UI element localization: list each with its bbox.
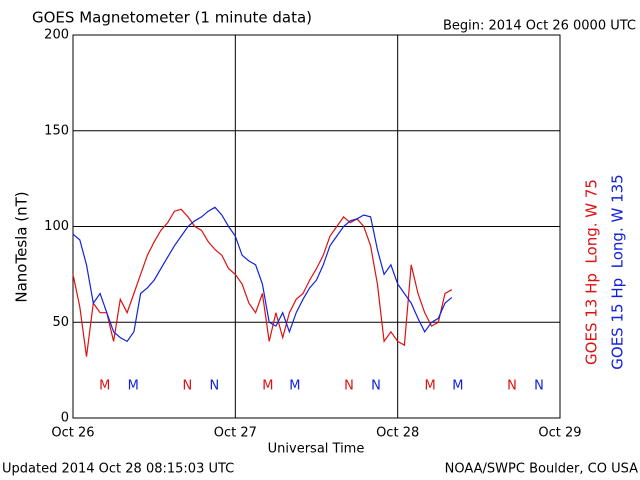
y-tick-label: 100	[44, 219, 69, 234]
annotation: M	[99, 379, 110, 394]
y-tick-label: 150	[44, 123, 69, 138]
series-line	[72, 208, 453, 357]
chart-subtitle: Begin: 2014 Oct 26 0000 UTC	[443, 19, 636, 34]
annotation: M	[262, 379, 273, 394]
annotation: M	[452, 379, 463, 394]
footer-right: NOAA/SWPC Boulder, CO USA	[445, 462, 638, 477]
footer-left: Updated 2014 Oct 28 08:15:03 UTC	[2, 462, 234, 477]
series-line	[72, 206, 453, 343]
annotation: N	[182, 379, 192, 394]
y-tick-label: 0	[61, 411, 69, 426]
legend-entry: GOES 15 Hp Long. W 135	[609, 174, 627, 369]
annotation: M	[425, 379, 436, 394]
chart-title: GOES Magnetometer (1 minute data)	[32, 9, 312, 27]
legend-entry: GOES 13 Hp Long. W 75	[583, 179, 601, 365]
x-tick-label: Oct 26	[51, 426, 94, 441]
x-tick-label: Oct 29	[538, 426, 581, 441]
annotation: M	[128, 379, 139, 394]
annotation: N	[371, 379, 381, 394]
x-axis-label: Universal Time	[268, 442, 365, 457]
y-tick-label: 50	[52, 315, 69, 330]
plot-frame	[72, 34, 561, 419]
annotation: M	[289, 379, 300, 394]
y-tick-label: 200	[44, 28, 69, 43]
annotation: N	[534, 379, 544, 394]
x-tick-label: Oct 28	[376, 426, 419, 441]
annotation: N	[344, 379, 354, 394]
y-axis-label: NanoTesla (nT)	[13, 191, 31, 302]
annotation: N	[209, 379, 219, 394]
x-tick-label: Oct 27	[214, 426, 257, 441]
annotation: N	[507, 379, 517, 394]
